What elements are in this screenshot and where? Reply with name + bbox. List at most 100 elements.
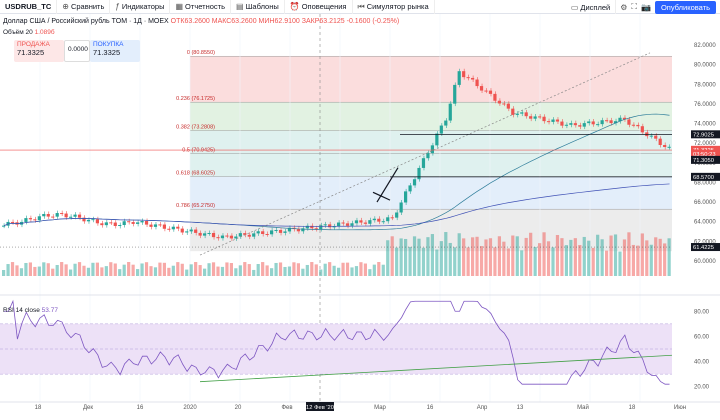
candle: [60, 213, 64, 215]
candle: [354, 220, 359, 224]
volume-bar: [229, 263, 233, 276]
candle: [77, 214, 82, 218]
ohlc-close: ЗАКР63.2125: [301, 18, 345, 25]
reports-label: Отчетность: [185, 2, 225, 11]
candle: [149, 224, 153, 227]
candle: [484, 90, 488, 92]
volume-bar: [77, 262, 82, 276]
candle: [404, 191, 408, 203]
symbol-search[interactable]: USDRUB_TC: [0, 0, 58, 14]
buy-button[interactable]: ПОКУПКА 71.3325: [90, 40, 140, 62]
candle: [453, 84, 457, 104]
symbol-name: USDRUB_TC: [5, 2, 52, 11]
indicators-icon: ƒ: [115, 2, 120, 11]
volume-bar: [591, 247, 595, 276]
candle: [417, 167, 421, 180]
publish-button[interactable]: Опубликовать: [654, 0, 716, 14]
candle: [618, 117, 622, 122]
volume-bar: [493, 247, 497, 276]
candle: [520, 112, 524, 114]
time-tick: 16: [137, 405, 144, 411]
candle: [323, 224, 327, 226]
volume-bar: [91, 262, 95, 276]
candle: [229, 235, 233, 239]
volume-bar: [252, 269, 256, 276]
price-tag: [691, 130, 720, 139]
candle: [466, 77, 470, 79]
quantity-input[interactable]: 0.0000: [64, 40, 90, 62]
sell-label: ПРОДАЖА: [17, 41, 50, 48]
layout-button[interactable]: ▭ Дисплей: [566, 0, 617, 14]
volume-bar: [640, 233, 644, 276]
time-tick: Дек: [83, 405, 93, 411]
settings-icon[interactable]: ⚙: [620, 2, 628, 12]
candle: [278, 229, 283, 233]
candle: [546, 121, 551, 123]
candle: [185, 231, 189, 233]
candle: [180, 228, 184, 233]
volume-bar: [171, 265, 175, 276]
templates-button[interactable]: ▤ Шаблоны: [231, 0, 285, 14]
compare-button[interactable]: ⊕ Сравнить: [57, 0, 111, 14]
candle: [104, 222, 108, 226]
price-tick: 76.0000: [694, 102, 716, 108]
price-tick: 74.0000: [694, 122, 716, 128]
candle: [207, 232, 211, 234]
volume-bar: [10, 262, 15, 276]
candle: [506, 103, 510, 109]
volume-bar: [435, 249, 439, 276]
alerts-button[interactable]: ⏰ Оповещения: [285, 0, 353, 14]
volume-bar: [278, 262, 283, 276]
volume-bar: [408, 246, 412, 276]
volume-bar: [243, 262, 247, 276]
plus-icon: ⊕: [62, 2, 69, 11]
candle: [435, 133, 439, 146]
volume-bar: [377, 262, 381, 276]
candle: [274, 229, 278, 231]
buy-label: ПОКУПКА: [93, 41, 124, 48]
ohlc-high: МАКС63.2600: [211, 18, 257, 25]
volume-bar: [95, 262, 99, 276]
time-tick: Май: [577, 404, 589, 411]
replay-button[interactable]: ⏮ Симулятор рынка: [353, 0, 435, 14]
volume-bar: [645, 240, 649, 276]
volume-bar: [55, 265, 59, 276]
candle: [542, 116, 546, 122]
rsi-tick: 60.00: [694, 334, 710, 340]
volume-bar: [69, 269, 73, 276]
candle: [28, 218, 32, 220]
volume-bar: [24, 262, 28, 276]
volume-bar: [404, 238, 408, 276]
rsi-value: 53.77: [41, 307, 58, 314]
layout-icon: ▭: [570, 2, 579, 12]
volume-bar: [292, 262, 296, 276]
candle: [511, 108, 515, 115]
volume-bar: [479, 246, 484, 276]
volume-bar: [573, 238, 577, 276]
rsi-tick: 20.00: [694, 385, 710, 391]
templates-label: Шаблоны: [245, 2, 279, 11]
volume-bar: [203, 268, 207, 276]
volume-bar: [484, 239, 488, 276]
alerts-label: Оповещения: [301, 2, 347, 11]
reports-button[interactable]: ▦ Отчетность: [170, 0, 231, 14]
candle: [444, 120, 448, 126]
candle: [439, 125, 443, 134]
volume-bar: [158, 262, 162, 276]
time-tick: 13: [517, 405, 524, 411]
time-tick: Фев: [281, 405, 292, 411]
candle: [158, 224, 162, 226]
sell-button[interactable]: ПРОДАЖА 71.3325: [14, 40, 64, 62]
candle: [243, 233, 247, 235]
price-tag: [691, 172, 720, 181]
fib-label: 0.382 (73.2808): [176, 125, 215, 131]
fullscreen-icon[interactable]: ⛶: [631, 2, 637, 11]
indicators-button[interactable]: ƒ Индикаторы: [110, 0, 171, 14]
price-chart[interactable]: 0 (80.8550) 0.236 (76.1725) 0.382 (73.2808…: [0, 14, 720, 420]
ohlc-change: -0.1600 (-0.25%): [346, 18, 400, 25]
templates-icon: ▤: [236, 2, 244, 11]
camera-icon[interactable]: 📷: [640, 2, 651, 12]
candle: [457, 71, 461, 85]
candle: [337, 222, 341, 227]
volume-bar: [546, 241, 551, 276]
